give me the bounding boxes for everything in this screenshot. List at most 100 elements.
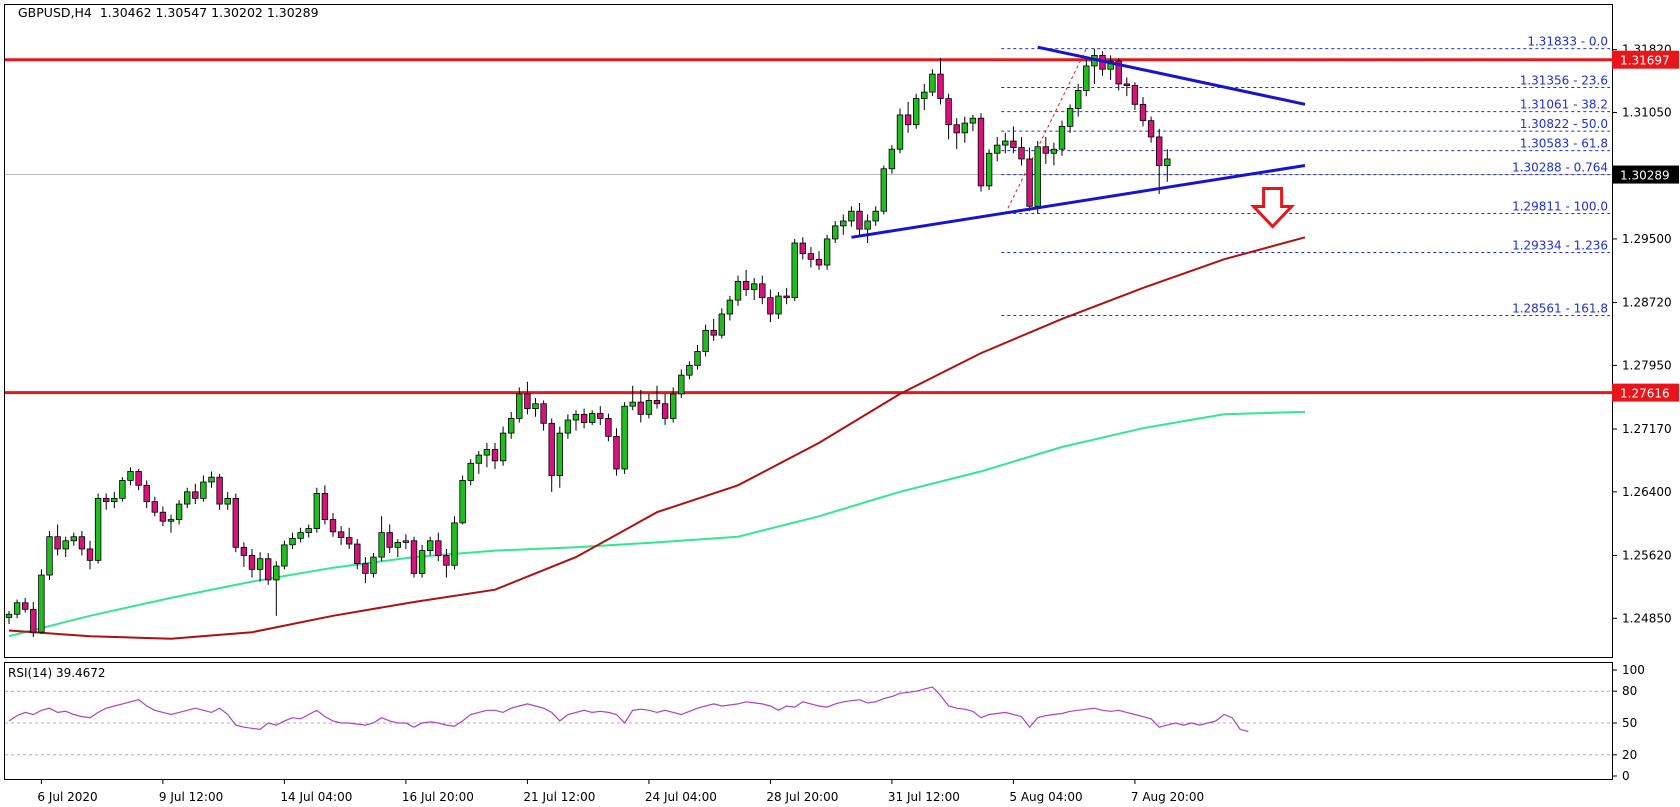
candle xyxy=(1164,149,1171,182)
candle xyxy=(605,413,612,442)
candle xyxy=(572,410,580,431)
candle-body xyxy=(532,403,539,410)
candle xyxy=(5,610,13,624)
candle xyxy=(483,442,491,468)
candle xyxy=(1099,51,1106,76)
candle-body xyxy=(734,280,742,301)
candle-body xyxy=(1002,140,1009,146)
time-tick-label: 31 Jul 12:00 xyxy=(888,790,960,804)
candle xyxy=(1107,55,1114,80)
candle-body xyxy=(524,393,531,410)
candle-body xyxy=(597,413,604,419)
fib-level-label: 1.31061 - 38.2 xyxy=(1520,98,1608,112)
candle xyxy=(540,400,547,431)
candle xyxy=(969,114,977,132)
down-arrow-icon xyxy=(1250,187,1296,229)
rsi-tick-label: 20 xyxy=(1622,748,1637,762)
candle-body xyxy=(629,401,636,407)
candle-body xyxy=(977,117,985,187)
candle-body xyxy=(1010,140,1017,148)
candle-body xyxy=(589,413,596,423)
candle-body xyxy=(62,540,69,550)
candle-body xyxy=(1147,120,1155,138)
candle xyxy=(224,491,231,510)
candle-body xyxy=(1075,90,1082,109)
candle xyxy=(103,493,110,510)
candle-body xyxy=(904,114,912,126)
candle xyxy=(345,527,353,549)
candle xyxy=(111,491,118,509)
candle-body xyxy=(848,210,855,222)
candle xyxy=(548,418,555,492)
candle xyxy=(192,483,199,505)
candle xyxy=(629,385,636,411)
candle-body xyxy=(175,503,183,520)
candle xyxy=(524,381,531,415)
axes: 1.318201.310501.295001.287201.279501.271… xyxy=(4,4,1679,804)
candle xyxy=(742,269,750,297)
candle xyxy=(38,569,45,634)
candle-body xyxy=(200,481,207,499)
candle-body xyxy=(985,152,993,187)
candle-body xyxy=(21,602,29,610)
rsi-tick-label: 50 xyxy=(1622,716,1637,730)
candle xyxy=(1026,147,1033,212)
candle xyxy=(904,101,912,133)
candle xyxy=(832,220,839,244)
candle xyxy=(94,493,102,564)
candle xyxy=(637,389,644,423)
candle-body xyxy=(726,299,734,315)
candle xyxy=(597,406,604,425)
rsi-pane-frame xyxy=(4,662,1613,780)
candle-body xyxy=(516,393,523,419)
candle xyxy=(985,149,993,190)
candle xyxy=(1123,77,1130,97)
candle-body xyxy=(248,555,256,570)
candle-body xyxy=(548,422,555,476)
candle xyxy=(248,548,256,578)
candle-body xyxy=(337,531,345,538)
candle xyxy=(402,534,410,549)
candle-body xyxy=(256,558,264,570)
trendline xyxy=(851,164,1306,239)
candle-body xyxy=(832,225,839,240)
candle-body xyxy=(70,536,77,542)
candle xyxy=(977,113,985,192)
candle-body xyxy=(167,519,175,522)
candle xyxy=(556,426,563,488)
candle xyxy=(378,516,385,562)
price-tick-label: 1.31050 xyxy=(1622,105,1672,119)
time-tick-label: 24 Jul 04:00 xyxy=(645,790,717,804)
candle-body xyxy=(1066,107,1074,127)
candle-body xyxy=(1139,103,1147,122)
candle-body xyxy=(742,280,750,290)
candle xyxy=(329,513,337,537)
candle-body xyxy=(410,540,418,574)
candle-body xyxy=(913,98,920,126)
fib-level-label: 1.30288 - 0.764 xyxy=(1512,161,1608,175)
price-tag-label: 1.31697 xyxy=(1620,54,1670,68)
candle xyxy=(799,237,806,260)
candle-body xyxy=(653,400,661,405)
candle-body xyxy=(921,91,928,100)
candle xyxy=(386,524,393,554)
candle xyxy=(70,532,77,546)
candle-body xyxy=(840,220,847,227)
candle xyxy=(1042,136,1049,164)
fib-level-label: 1.30822 - 50.0 xyxy=(1520,117,1608,131)
candle xyxy=(1066,104,1074,133)
candle xyxy=(807,247,815,268)
candle xyxy=(783,287,790,305)
candle-body xyxy=(394,542,401,548)
trendline xyxy=(1037,45,1306,106)
candle xyxy=(710,318,717,341)
candle xyxy=(759,275,766,305)
candle xyxy=(1075,83,1082,117)
candle-body xyxy=(929,73,936,93)
candle xyxy=(921,83,928,111)
candle-body xyxy=(78,536,86,550)
candle-body xyxy=(540,403,547,424)
candle xyxy=(200,475,207,502)
